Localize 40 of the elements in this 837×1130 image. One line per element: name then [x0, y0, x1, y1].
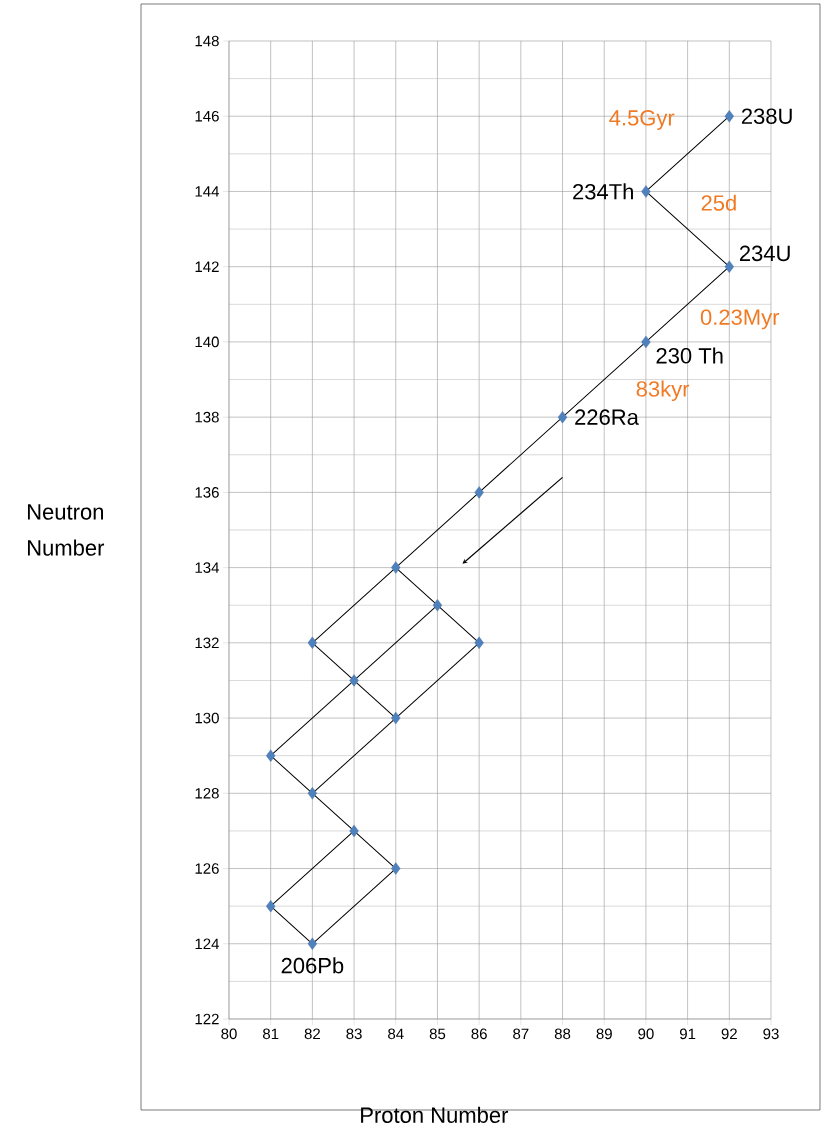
x-tick-label: 84: [388, 1028, 404, 1040]
x-tick-label: 87: [513, 1028, 529, 1040]
x-tick-label: 93: [763, 1028, 779, 1040]
y-tick-label: 146: [195, 110, 219, 122]
x-tick-label: 82: [304, 1028, 320, 1040]
y-tick-label: 126: [195, 863, 219, 874]
annotation: 0.23Myr: [700, 309, 780, 330]
series-label: 234U: [739, 245, 790, 262]
x-tick-label: 90: [638, 1028, 654, 1040]
y-tick-label: 124: [195, 938, 220, 949]
y-tick-label: 134: [195, 562, 220, 573]
x-tick-label: 85: [429, 1028, 446, 1040]
x-tick-label: 92: [721, 1028, 737, 1040]
x-tick-label: 86: [471, 1028, 487, 1040]
y-tick-label: 144: [195, 186, 220, 197]
series-label: 234Th: [573, 183, 633, 200]
y-tick-label: 142: [195, 261, 219, 272]
series-label: 206Pb: [281, 957, 344, 974]
annotation: 4.5Gyr: [609, 110, 675, 130]
y-tick-label: 148: [195, 35, 219, 47]
series-label: 226Ra: [575, 409, 639, 425]
y-tick-label: 122: [195, 1013, 219, 1025]
y-tick-label: 136: [195, 487, 219, 498]
x-tick-label: 83: [346, 1028, 362, 1040]
series-label: 230 Th: [656, 347, 723, 364]
y-tick-label: 138: [195, 411, 219, 423]
y-axis-title: Neutron Number: [27, 504, 105, 556]
annotation: 25d: [701, 194, 736, 211]
x-tick-label: 91: [679, 1028, 696, 1040]
x-axis-title: Proton Number: [361, 1106, 509, 1123]
annotation: 83kyr: [636, 380, 690, 402]
x-tick-label: 81: [263, 1028, 279, 1040]
x-tick-label: 80: [221, 1028, 237, 1040]
y-tick-label: 128: [195, 787, 219, 799]
x-tick-label: 89: [596, 1028, 612, 1040]
y-tick-label: 132: [195, 637, 219, 649]
y-tick-label: 130: [195, 712, 219, 724]
x-tick-label: 88: [554, 1028, 571, 1040]
y-tick-label: 140: [195, 336, 219, 348]
series-label: 238U: [741, 108, 792, 125]
